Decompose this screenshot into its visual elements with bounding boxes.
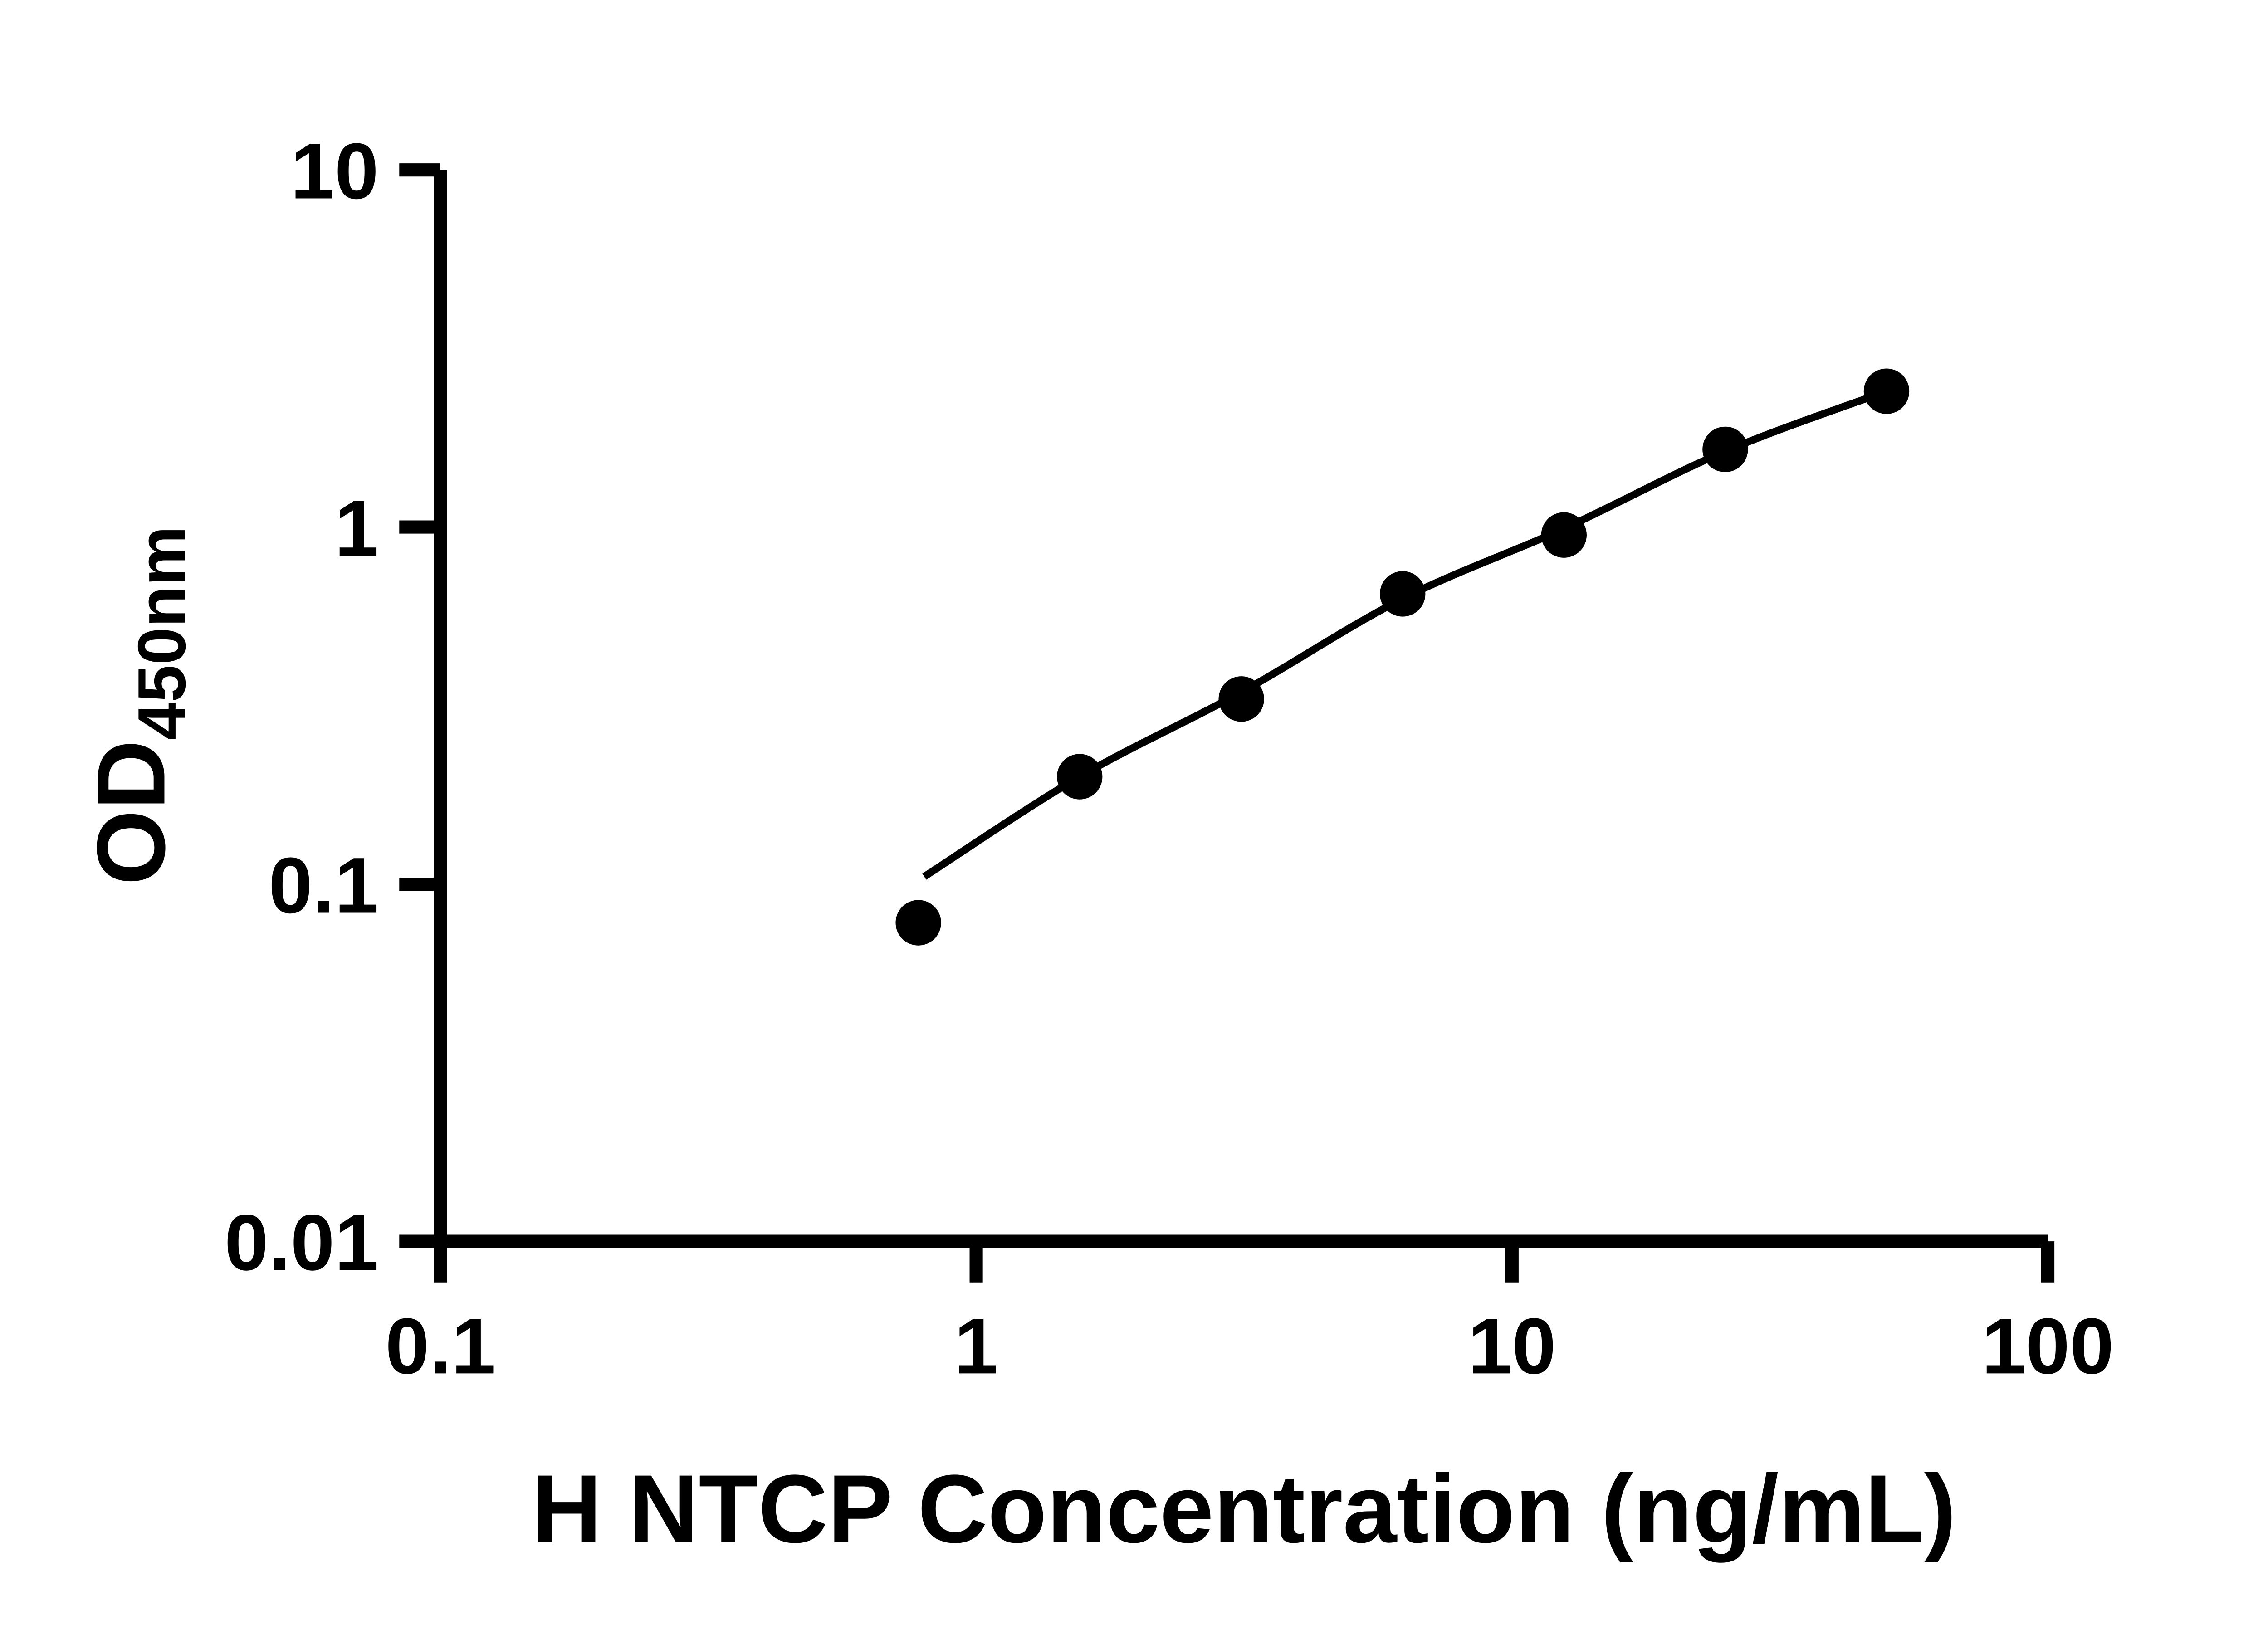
y-tick-label: 0.1 <box>269 842 379 930</box>
x-axis-title: H NTCP Concentration (ng/mL) <box>532 1455 1956 1563</box>
data-point <box>1380 571 1426 617</box>
x-tick-label: 10 <box>1468 1302 1556 1390</box>
y-tick-label: 1 <box>335 484 379 573</box>
y-axis-title-subscript: 450nm <box>124 526 200 740</box>
y-tick-label: 10 <box>291 127 379 216</box>
data-point <box>1218 676 1264 722</box>
x-tick-label: 100 <box>1982 1302 2114 1390</box>
data-point <box>1863 368 1910 414</box>
data-point <box>1541 512 1587 558</box>
tick-marks <box>399 163 2055 1283</box>
x-tick-labels: 0.1 1 10 100 <box>385 1302 2114 1390</box>
y-tick-labels: 0.01 0.1 1 10 <box>225 127 379 1287</box>
y-tick-label: 0.01 <box>225 1199 379 1287</box>
y-axis-title: OD450nm <box>77 526 199 885</box>
data-points <box>895 368 1910 946</box>
x-tick-label: 1 <box>954 1302 998 1390</box>
data-point <box>1702 426 1748 473</box>
x-tick-label: 0.1 <box>385 1302 495 1390</box>
data-point <box>1057 754 1103 800</box>
data-point <box>895 900 941 946</box>
y-axis-title-main: OD <box>77 740 185 885</box>
